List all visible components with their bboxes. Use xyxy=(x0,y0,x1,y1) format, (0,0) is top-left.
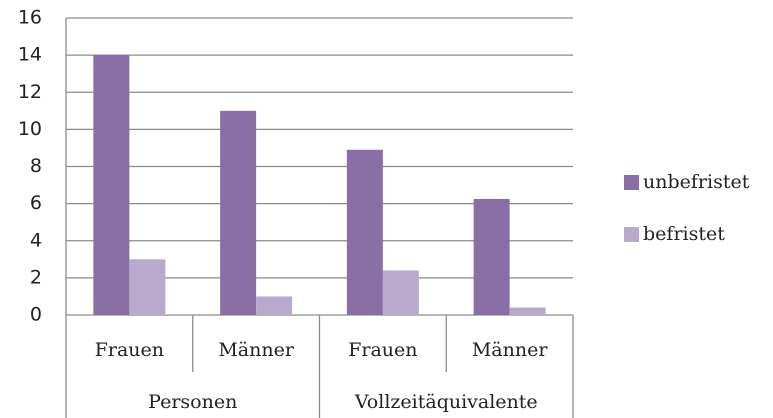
y-tick-label: 12 xyxy=(18,81,42,103)
legend-swatch xyxy=(624,227,639,242)
group-label: Vollzeitäquivalente xyxy=(354,391,538,413)
group-label: Personen xyxy=(148,391,237,413)
bar xyxy=(346,149,383,315)
x-tick-label: Frauen xyxy=(95,339,164,361)
legend-swatch xyxy=(624,175,639,190)
legend-label: unbefristet xyxy=(643,171,750,193)
x-tick-label: Frauen xyxy=(348,339,417,361)
y-tick-label: 10 xyxy=(18,118,42,140)
bar xyxy=(129,259,166,315)
bar xyxy=(256,296,293,315)
x-tick-label: Männer xyxy=(218,339,295,361)
y-tick-label: 8 xyxy=(30,155,42,177)
bar xyxy=(509,307,546,315)
bar xyxy=(473,198,510,315)
x-tick-label: Männer xyxy=(472,339,549,361)
y-tick-label: 0 xyxy=(30,304,42,326)
bar xyxy=(93,55,130,315)
y-tick-label: 4 xyxy=(30,229,42,251)
bar xyxy=(382,270,419,315)
y-tick-label: 2 xyxy=(30,266,42,288)
bar xyxy=(220,110,257,315)
y-tick-label: 16 xyxy=(18,7,42,29)
y-tick-label: 14 xyxy=(18,44,42,66)
legend-label: befristet xyxy=(643,223,725,245)
y-tick-label: 6 xyxy=(30,192,42,214)
